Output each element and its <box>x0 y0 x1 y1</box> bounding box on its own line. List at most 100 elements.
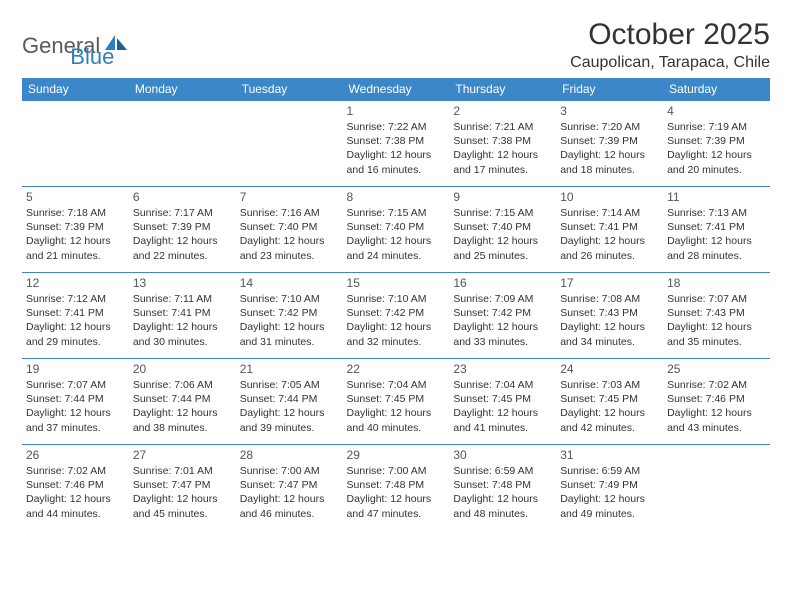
day-cell: 22 Sunrise: 7:04 AMSunset: 7:45 PMDayligh… <box>343 359 450 445</box>
day-number: 20 <box>133 362 232 376</box>
day-number: 16 <box>453 276 552 290</box>
day-info: Sunrise: 7:07 AMSunset: 7:43 PMDaylight:… <box>667 292 766 349</box>
day-number: 2 <box>453 104 552 118</box>
day-number: 27 <box>133 448 232 462</box>
day-info: Sunrise: 7:14 AMSunset: 7:41 PMDaylight:… <box>560 206 659 263</box>
day-number: 3 <box>560 104 659 118</box>
day-number: 12 <box>26 276 125 290</box>
day-cell: 28 Sunrise: 7:00 AMSunset: 7:47 PMDayligh… <box>236 445 343 531</box>
day-info: Sunrise: 7:01 AMSunset: 7:47 PMDaylight:… <box>133 464 232 521</box>
day-info: Sunrise: 7:08 AMSunset: 7:43 PMDaylight:… <box>560 292 659 349</box>
day-info: Sunrise: 7:02 AMSunset: 7:46 PMDaylight:… <box>667 378 766 435</box>
weekday-header: Friday <box>556 78 663 101</box>
day-cell: 18 Sunrise: 7:07 AMSunset: 7:43 PMDayligh… <box>663 273 770 359</box>
day-info: Sunrise: 7:03 AMSunset: 7:45 PMDaylight:… <box>560 378 659 435</box>
day-number: 25 <box>667 362 766 376</box>
day-number: 19 <box>26 362 125 376</box>
day-number: 22 <box>347 362 446 376</box>
day-number: 8 <box>347 190 446 204</box>
day-info: Sunrise: 7:17 AMSunset: 7:39 PMDaylight:… <box>133 206 232 263</box>
day-number: 1 <box>347 104 446 118</box>
weekday-header: Wednesday <box>343 78 450 101</box>
calendar-table: SundayMondayTuesdayWednesdayThursdayFrid… <box>22 78 770 531</box>
day-info: Sunrise: 7:10 AMSunset: 7:42 PMDaylight:… <box>347 292 446 349</box>
day-number: 21 <box>240 362 339 376</box>
day-info: Sunrise: 7:13 AMSunset: 7:41 PMDaylight:… <box>667 206 766 263</box>
day-info: Sunrise: 7:04 AMSunset: 7:45 PMDaylight:… <box>347 378 446 435</box>
day-cell: 25 Sunrise: 7:02 AMSunset: 7:46 PMDayligh… <box>663 359 770 445</box>
day-cell: 7 Sunrise: 7:16 AMSunset: 7:40 PMDaylight… <box>236 187 343 273</box>
week-row: 26 Sunrise: 7:02 AMSunset: 7:46 PMDayligh… <box>22 445 770 531</box>
day-info: Sunrise: 6:59 AMSunset: 7:48 PMDaylight:… <box>453 464 552 521</box>
day-info: Sunrise: 7:00 AMSunset: 7:47 PMDaylight:… <box>240 464 339 521</box>
day-cell: 17Sunrise: 7:08 AMSunset: 7:43 PMDayligh… <box>556 273 663 359</box>
day-number: 28 <box>240 448 339 462</box>
day-number: 7 <box>240 190 339 204</box>
day-cell: 27 Sunrise: 7:01 AMSunset: 7:47 PMDayligh… <box>129 445 236 531</box>
day-info: Sunrise: 7:02 AMSunset: 7:46 PMDaylight:… <box>26 464 125 521</box>
day-number: 18 <box>667 276 766 290</box>
day-cell: 12 Sunrise: 7:12 AMSunset: 7:41 PMDayligh… <box>22 273 129 359</box>
day-cell: 11 Sunrise: 7:13 AMSunset: 7:41 PMDayligh… <box>663 187 770 273</box>
day-cell: 23 Sunrise: 7:04 AMSunset: 7:45 PMDayligh… <box>449 359 556 445</box>
day-number: 10 <box>560 190 659 204</box>
weekday-header: Thursday <box>449 78 556 101</box>
weekday-header: Monday <box>129 78 236 101</box>
week-row: 5Sunrise: 7:18 AMSunset: 7:39 PMDaylight… <box>22 187 770 273</box>
calendar-body: 1 Sunrise: 7:22 AMSunset: 7:38 PMDaylight… <box>22 101 770 531</box>
logo: General Blue <box>22 18 114 70</box>
day-info: Sunrise: 7:12 AMSunset: 7:41 PMDaylight:… <box>26 292 125 349</box>
day-number: 31 <box>560 448 659 462</box>
day-cell: 8 Sunrise: 7:15 AMSunset: 7:40 PMDaylight… <box>343 187 450 273</box>
day-number: 23 <box>453 362 552 376</box>
day-number: 26 <box>26 448 125 462</box>
day-info: Sunrise: 6:59 AMSunset: 7:49 PMDaylight:… <box>560 464 659 521</box>
day-info: Sunrise: 7:11 AMSunset: 7:41 PMDaylight:… <box>133 292 232 349</box>
day-cell: 15 Sunrise: 7:10 AMSunset: 7:42 PMDayligh… <box>343 273 450 359</box>
day-cell: 4Sunrise: 7:19 AMSunset: 7:39 PMDaylight… <box>663 101 770 187</box>
day-number: 29 <box>347 448 446 462</box>
day-cell: 20 Sunrise: 7:06 AMSunset: 7:44 PMDayligh… <box>129 359 236 445</box>
empty-cell <box>22 101 129 187</box>
day-cell: 6 Sunrise: 7:17 AMSunset: 7:39 PMDaylight… <box>129 187 236 273</box>
empty-cell <box>236 101 343 187</box>
day-info: Sunrise: 7:18 AMSunset: 7:39 PMDaylight:… <box>26 206 125 263</box>
day-number: 6 <box>133 190 232 204</box>
day-number: 13 <box>133 276 232 290</box>
calendar-head: SundayMondayTuesdayWednesdayThursdayFrid… <box>22 78 770 101</box>
weekday-header: Sunday <box>22 78 129 101</box>
day-info: Sunrise: 7:04 AMSunset: 7:45 PMDaylight:… <box>453 378 552 435</box>
day-number: 14 <box>240 276 339 290</box>
day-info: Sunrise: 7:22 AMSunset: 7:38 PMDaylight:… <box>347 120 446 177</box>
day-cell: 31 Sunrise: 6:59 AMSunset: 7:49 PMDayligh… <box>556 445 663 531</box>
day-cell: 29 Sunrise: 7:00 AMSunset: 7:48 PMDayligh… <box>343 445 450 531</box>
day-cell: 30 Sunrise: 6:59 AMSunset: 7:48 PMDayligh… <box>449 445 556 531</box>
day-cell: 14Sunrise: 7:10 AMSunset: 7:42 PMDayligh… <box>236 273 343 359</box>
day-info: Sunrise: 7:06 AMSunset: 7:44 PMDaylight:… <box>133 378 232 435</box>
week-row: 1 Sunrise: 7:22 AMSunset: 7:38 PMDaylight… <box>22 101 770 187</box>
day-cell: 16Sunrise: 7:09 AMSunset: 7:42 PMDayligh… <box>449 273 556 359</box>
day-info: Sunrise: 7:16 AMSunset: 7:40 PMDaylight:… <box>240 206 339 263</box>
day-number: 15 <box>347 276 446 290</box>
day-cell: 21Sunrise: 7:05 AMSunset: 7:44 PMDayligh… <box>236 359 343 445</box>
day-cell: 10 Sunrise: 7:14 AMSunset: 7:41 PMDayligh… <box>556 187 663 273</box>
day-info: Sunrise: 7:15 AMSunset: 7:40 PMDaylight:… <box>453 206 552 263</box>
header: General Blue October 2025 Caupolican, Ta… <box>22 18 770 72</box>
day-number: 30 <box>453 448 552 462</box>
day-info: Sunrise: 7:19 AMSunset: 7:39 PMDaylight:… <box>667 120 766 177</box>
day-info: Sunrise: 7:00 AMSunset: 7:48 PMDaylight:… <box>347 464 446 521</box>
weekday-header: Saturday <box>663 78 770 101</box>
empty-cell <box>129 101 236 187</box>
day-number: 24 <box>560 362 659 376</box>
day-cell: 26 Sunrise: 7:02 AMSunset: 7:46 PMDayligh… <box>22 445 129 531</box>
day-number: 11 <box>667 190 766 204</box>
day-cell: 5Sunrise: 7:18 AMSunset: 7:39 PMDaylight… <box>22 187 129 273</box>
day-cell: 24 Sunrise: 7:03 AMSunset: 7:45 PMDayligh… <box>556 359 663 445</box>
week-row: 12 Sunrise: 7:12 AMSunset: 7:41 PMDayligh… <box>22 273 770 359</box>
day-info: Sunrise: 7:15 AMSunset: 7:40 PMDaylight:… <box>347 206 446 263</box>
logo-text-blue: Blue <box>70 44 114 70</box>
empty-cell <box>663 445 770 531</box>
day-number: 9 <box>453 190 552 204</box>
location: Caupolican, Tarapaca, Chile <box>570 54 770 72</box>
day-cell: 1 Sunrise: 7:22 AMSunset: 7:38 PMDaylight… <box>343 101 450 187</box>
